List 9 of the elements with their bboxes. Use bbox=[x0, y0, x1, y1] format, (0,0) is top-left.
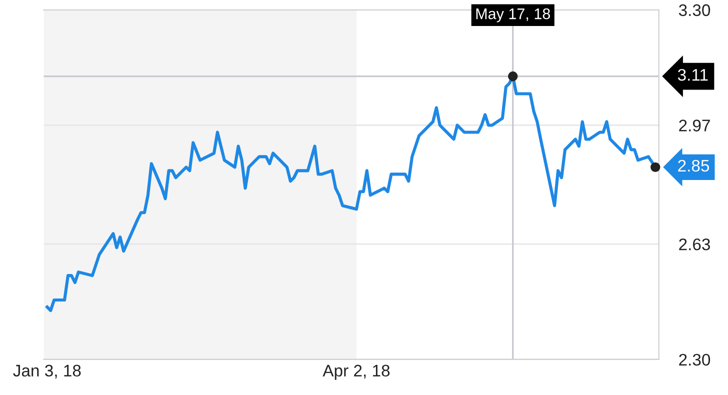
annotation: 2.85 bbox=[678, 160, 710, 172]
x-tick-label: Jan 3, 18 bbox=[13, 364, 81, 379]
y-tick-label: 2.97 bbox=[679, 120, 710, 132]
x-tick-label: Apr 2, 18 bbox=[322, 364, 390, 380]
ref-line-label: 3.11 bbox=[678, 68, 708, 81]
y-tick-label: 2.30 bbox=[679, 354, 710, 366]
y-tick-label: 3.30 bbox=[678, 4, 710, 16]
y-tick-label: 2.63 bbox=[679, 238, 710, 250]
ref-line-label: May 17, 18 bbox=[476, 8, 550, 22]
